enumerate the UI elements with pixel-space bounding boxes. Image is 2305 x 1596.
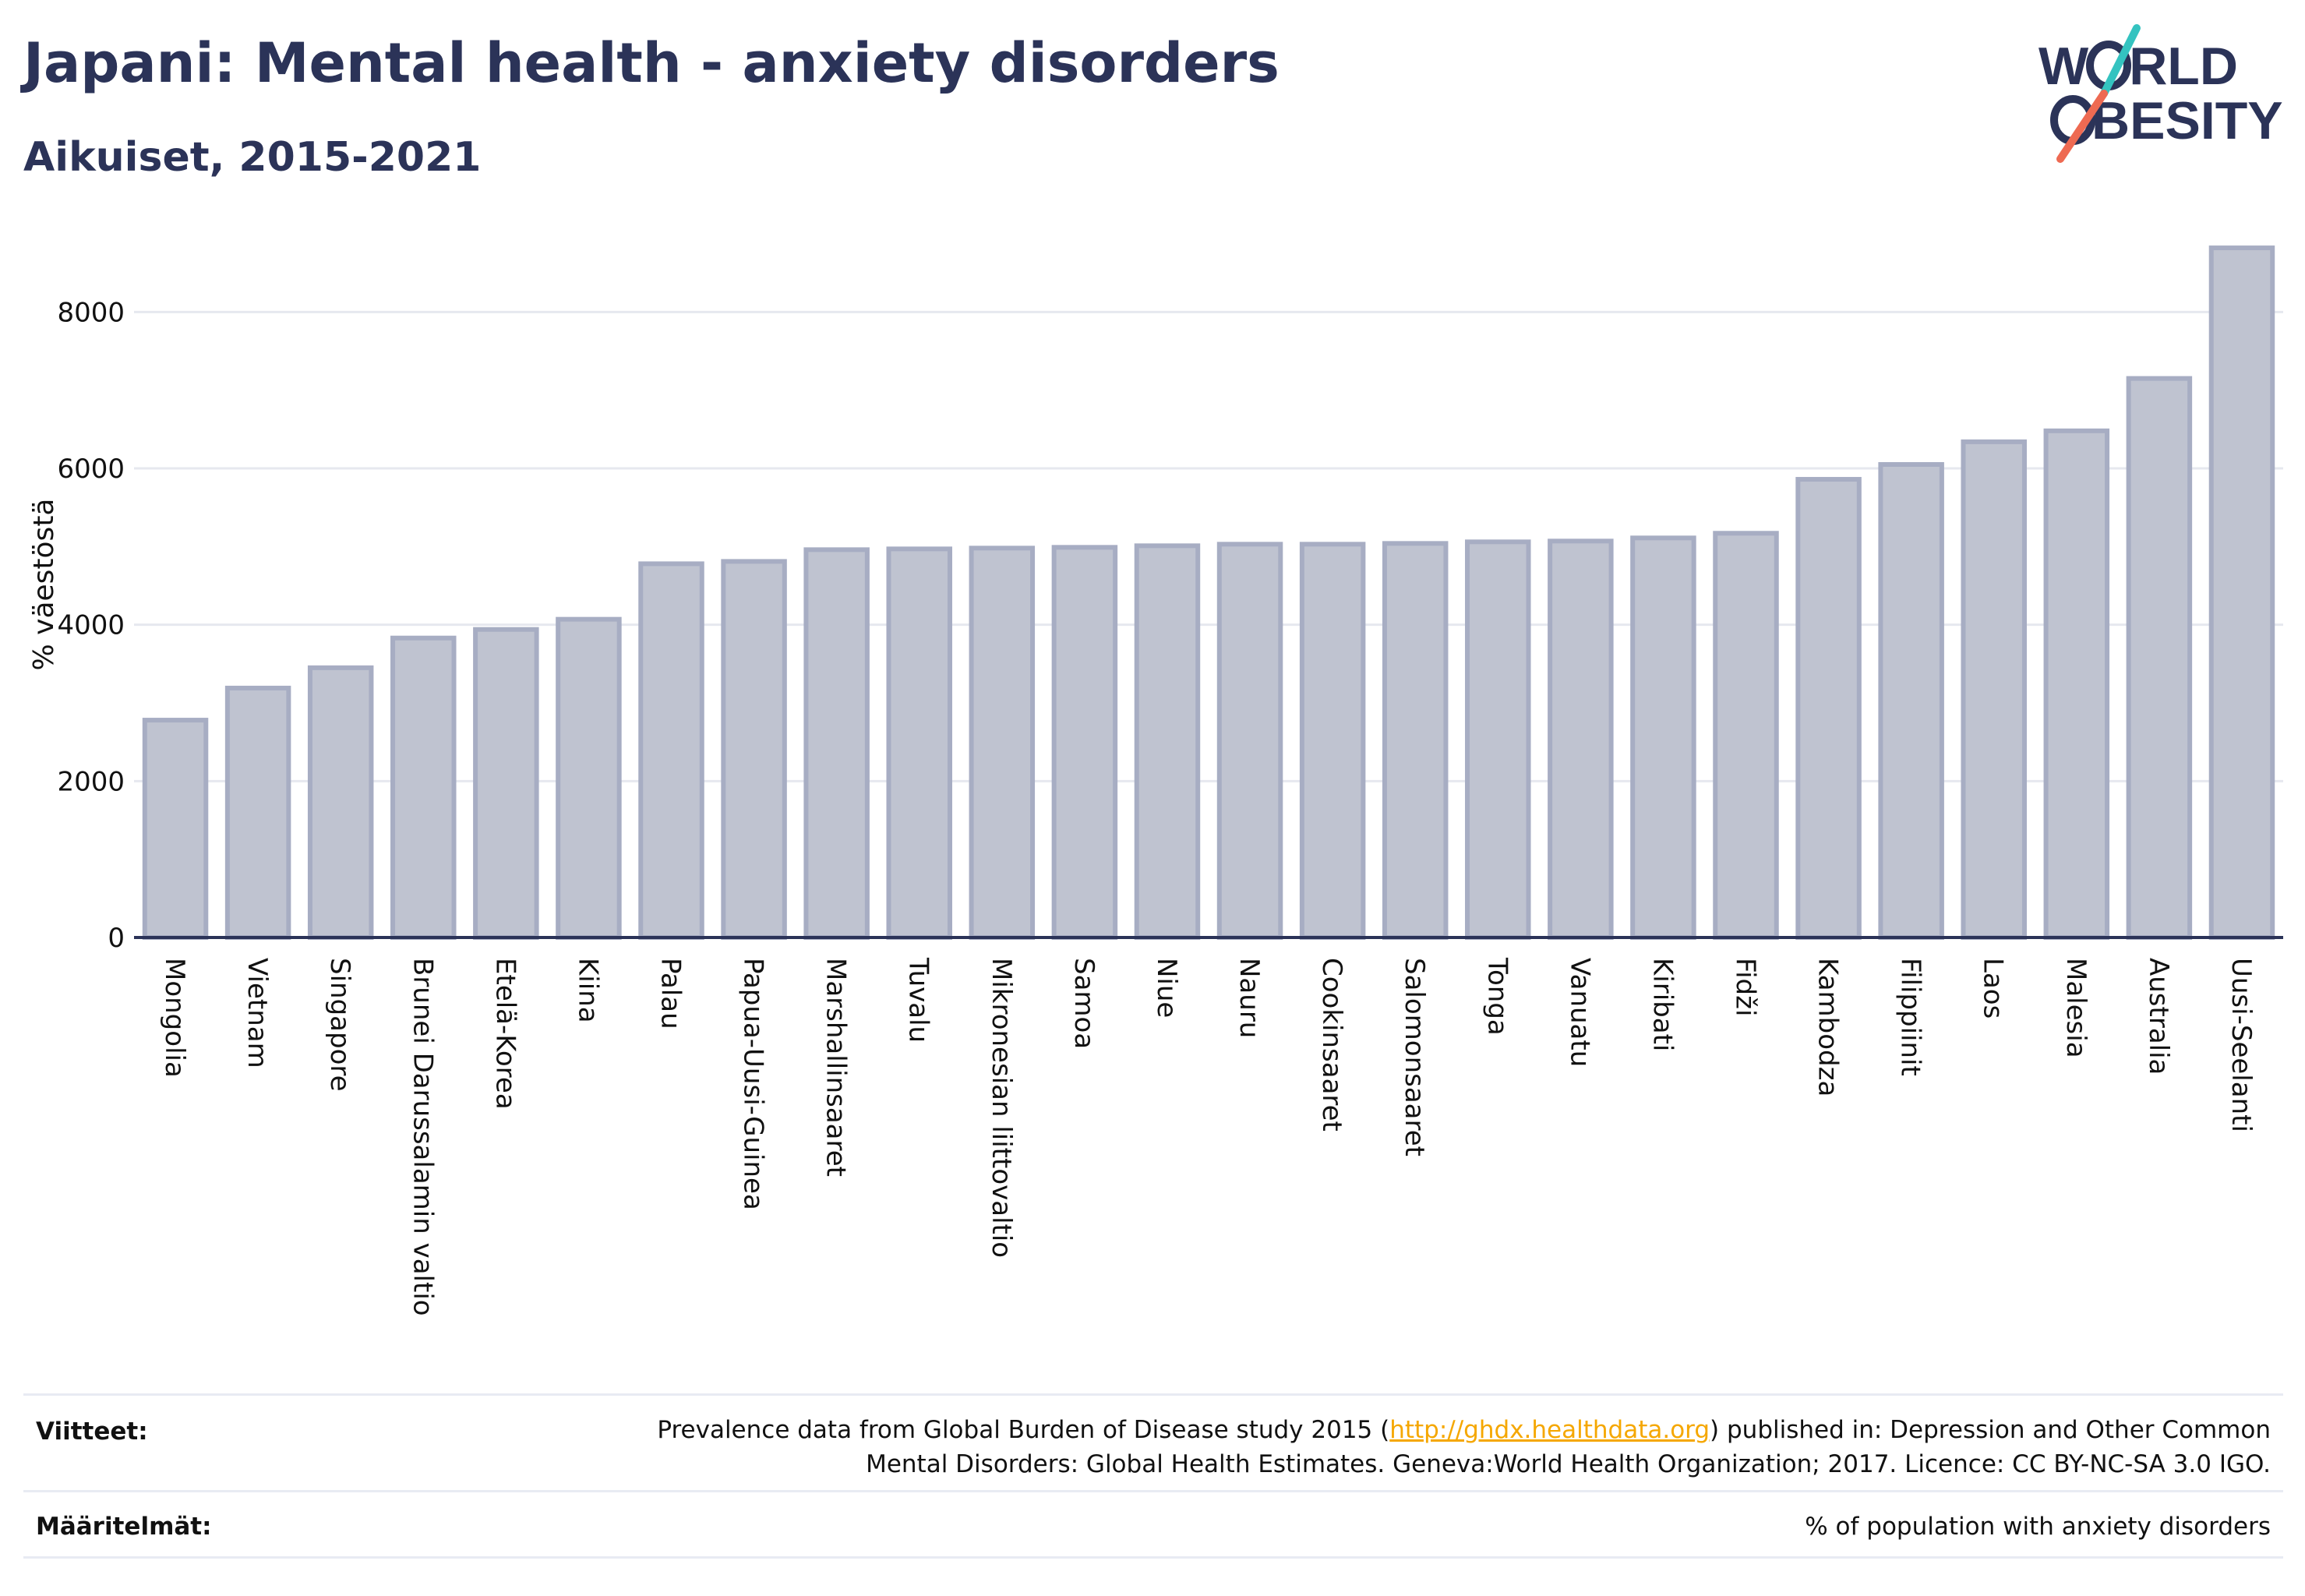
bar-tonga (1465, 539, 1531, 941)
x-tick-label: Marshallinsaaret (821, 958, 852, 1177)
bar-uusi-seelanti (2208, 245, 2275, 940)
bar-vanuatu (1548, 538, 1614, 940)
x-tick-label: Fidži (1730, 958, 1761, 1016)
x-tick-label: Samoa (1068, 958, 1100, 1049)
y-axis-label: % väestöstä (28, 499, 60, 671)
x-tick-label: Kiina (572, 958, 603, 1023)
bar-samoa (1051, 545, 1118, 940)
y-tick-label: 4000 (57, 610, 125, 641)
references-label: Viitteet: (36, 1418, 148, 1446)
x-tick-label: Laos (1978, 958, 2009, 1019)
bar-laos (1961, 439, 2027, 940)
bar-kambodza (1795, 477, 1862, 940)
x-tick-label: Kambodza (1813, 958, 1844, 1096)
references-text-line2: Mental Disorders: Global Health Estimate… (866, 1450, 2271, 1478)
bar-cookinsaaret (1299, 542, 1366, 940)
bar-chart: 0 2000 4000 6000 8000 Mongolia Vietnam Singapor… (28, 245, 2283, 1316)
logo-slash-coral (2056, 90, 2108, 163)
x-tick-label: Tonga (1481, 957, 1513, 1036)
definitions-text: % of population with anxiety disorders (1805, 1513, 2271, 1541)
axes: 0 2000 4000 6000 8000 Mongolia Vietnam Singapor… (57, 297, 2283, 1316)
grid-lines (134, 310, 2283, 782)
logo-text-obesity: BESITY (2091, 91, 2283, 150)
x-tick-label: Brunei Darussalamin valtio (407, 958, 438, 1316)
bar-singapore (307, 665, 374, 940)
references-text: Prevalence data from Global Burden of Di… (478, 1413, 2271, 1481)
x-tick-label: Filippiinit (1895, 958, 1926, 1076)
x-tick-label: Vanuatu (1564, 958, 1595, 1067)
references-row: Viitteet: Prevalence data from Global Bu… (23, 1393, 2283, 1492)
bar-kiina (556, 616, 622, 940)
x-tick-label: Uusi-Seelanti (2226, 958, 2257, 1132)
logo-text-world: W RLD (2038, 37, 2238, 96)
bar-australia (2126, 376, 2193, 941)
x-tick-label: Nauru (1234, 958, 1265, 1038)
bar-malesia (2043, 428, 2110, 940)
bar-niue (1134, 543, 1201, 941)
x-tick-label: Papua-Uusi-Guinea (738, 958, 769, 1210)
x-tick-label: Salomonsaaret (1399, 958, 1430, 1156)
x-tick-label: Tuvalu (903, 957, 934, 1043)
bars (142, 245, 2275, 941)
definitions-row: Määritelmät: % of population with anxiet… (23, 1490, 2283, 1559)
definitions-label: Määritelmät: (36, 1513, 212, 1541)
chart-subtitle: Aikuiset, 2015-2021 (23, 134, 482, 181)
x-tick-label: Cookinsaaret (1316, 958, 1347, 1132)
x-tick-label: Mongolia (159, 958, 190, 1078)
bar-marshallinsaaret (803, 547, 870, 940)
bar-etel-korea (473, 627, 539, 940)
x-tick-label: Singapore (324, 958, 355, 1092)
x-tick-label: Vietnam (242, 958, 273, 1068)
logo-slash-teal (2100, 24, 2141, 97)
bar-palau (638, 561, 704, 940)
bar-vietnam (224, 685, 291, 940)
x-tick-label: Malesia (2060, 958, 2091, 1058)
x-tick-label: Kiribati (1647, 958, 1678, 1051)
bar-brunei-darussalamin-valtio (390, 635, 457, 940)
y-tick-label: 6000 (57, 454, 125, 485)
bar-fid-i (1713, 531, 1779, 940)
bar-tuvalu (886, 546, 952, 940)
x-tick-label: Etelä-Korea (489, 958, 521, 1110)
bar-mongolia (142, 718, 209, 940)
bar-salomonsaaret (1382, 541, 1449, 940)
y-tick-label: 0 (108, 923, 125, 954)
x-tick-label: Palau (655, 958, 687, 1029)
bar-papua-uusi-guinea (721, 559, 787, 940)
x-tick-label: Australia (2143, 958, 2174, 1075)
world-obesity-logo: W RLD BESITY (2038, 24, 2283, 163)
y-tick-label: 2000 (57, 766, 125, 797)
y-tick-label: 8000 (57, 297, 125, 328)
chart-title: Japani: Mental health - anxiety disorder… (23, 31, 1280, 95)
references-text-start: Prevalence data from Global Burden of Di… (657, 1416, 1390, 1444)
bar-kiribati (1630, 535, 1696, 940)
x-tick-label: Mikronesian liittovaltio (986, 958, 1017, 1258)
x-tick-label: Niue (1151, 958, 1182, 1018)
references-link[interactable]: http://ghdx.healthdata.org (1389, 1416, 1710, 1444)
bar-mikronesian-liittovaltio (969, 546, 1036, 941)
references-text-end: ) published in: Depression and Other Com… (1710, 1416, 2271, 1444)
bar-filippiinit (1878, 461, 1944, 940)
bar-nauru (1216, 542, 1283, 940)
